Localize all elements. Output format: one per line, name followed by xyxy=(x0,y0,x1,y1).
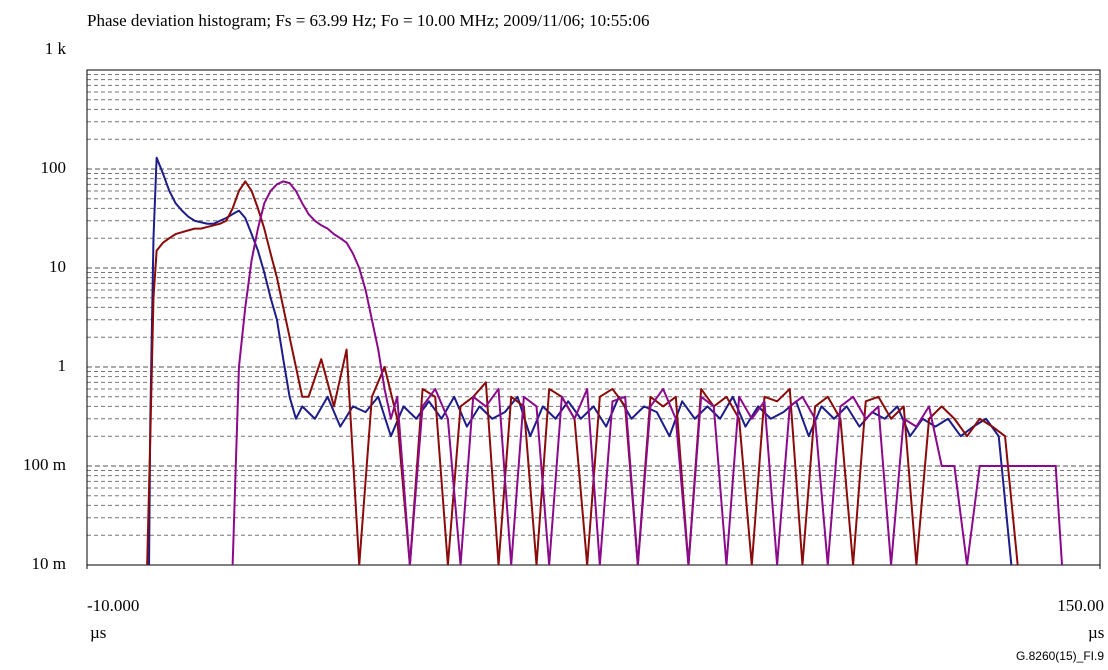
y-tick-label: 1 k xyxy=(45,39,67,58)
plot-frame xyxy=(86,69,1101,566)
plot-lines xyxy=(146,156,1064,565)
x-tick-label: -10.000 xyxy=(87,596,139,615)
x-axis-unit: µs xyxy=(1088,623,1104,642)
series-line xyxy=(148,156,1013,565)
series-line xyxy=(146,180,1019,565)
footnote: G.8260(15)_FI.9 xyxy=(1016,649,1104,663)
x-axis-unit: µs xyxy=(90,623,106,642)
y-tick-label: 1 xyxy=(58,356,67,375)
y-tick-label: 10 xyxy=(49,257,66,276)
y-tick-label: 100 m xyxy=(23,455,66,474)
x-tick-label: 150.00 xyxy=(1057,596,1104,615)
y-tick-label: 100 xyxy=(41,158,67,177)
chart-title: Phase deviation histogram; Fs = 63.99 Hz… xyxy=(87,11,650,30)
y-tick-label: 10 m xyxy=(32,554,66,573)
series-line xyxy=(231,180,1064,565)
